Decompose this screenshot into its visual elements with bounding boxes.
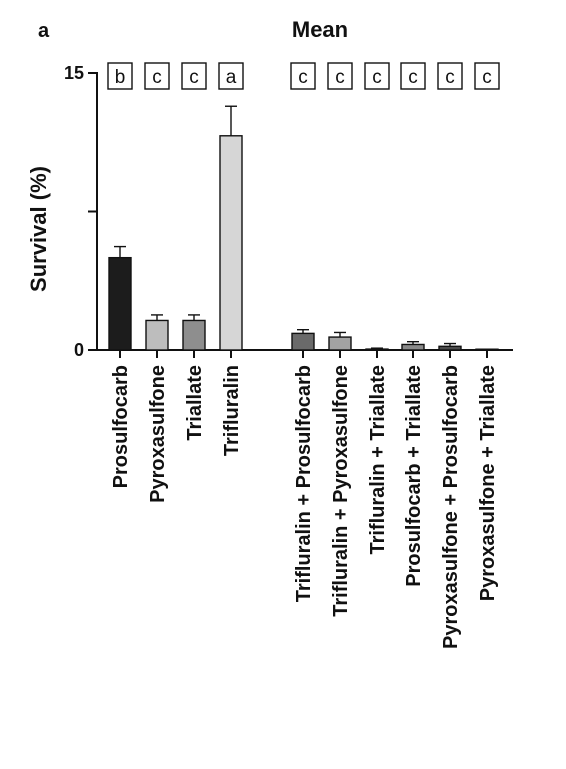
letter-box bbox=[107, 62, 133, 90]
letter-box bbox=[400, 62, 426, 90]
chart-title: Mean bbox=[292, 17, 348, 42]
category-label: Pyroxasulfone + Triallate bbox=[477, 365, 499, 601]
category-label: Prosulfocarb + Triallate bbox=[403, 365, 425, 587]
bar bbox=[365, 348, 389, 351]
category-label: Trifluralin + Pyroxasulfone bbox=[330, 365, 352, 617]
significance-letter: b bbox=[115, 67, 126, 88]
y-tick-label: 0 bbox=[74, 340, 84, 360]
category-label: Prosulfocarb bbox=[110, 365, 132, 488]
bar bbox=[438, 345, 462, 351]
letter-box bbox=[437, 62, 463, 90]
significance-letter: c bbox=[152, 67, 162, 88]
category-label: Trifluralin bbox=[221, 365, 243, 456]
significance-letter: c bbox=[482, 67, 492, 88]
letter-box bbox=[364, 62, 390, 90]
panel-label: a bbox=[38, 20, 50, 42]
category-label: Triallate bbox=[184, 365, 206, 441]
significance-letter: a bbox=[226, 67, 237, 88]
letter-box bbox=[144, 62, 170, 90]
y-axis-label: Survival (%) bbox=[26, 166, 51, 292]
significance-letter: c bbox=[335, 67, 345, 88]
bar bbox=[328, 336, 352, 351]
bar bbox=[145, 319, 169, 351]
significance-letter: c bbox=[189, 67, 199, 88]
bar bbox=[108, 256, 132, 351]
category-label: Trifluralin + Prosulfocarb bbox=[293, 365, 315, 602]
category-label: Trifluralin + Triallate bbox=[367, 365, 389, 555]
bar bbox=[219, 135, 243, 351]
bar bbox=[182, 319, 206, 351]
letter-box bbox=[181, 62, 207, 90]
bar bbox=[291, 332, 315, 351]
significance-letter: c bbox=[298, 67, 308, 88]
category-label: Pyroxasulfone bbox=[147, 365, 169, 503]
category-label: Pyroxasulfone + Prosulfocarb bbox=[440, 365, 462, 649]
letter-box bbox=[218, 62, 244, 90]
bar bbox=[401, 343, 425, 351]
letter-box bbox=[327, 62, 353, 90]
letter-box bbox=[290, 62, 316, 90]
significance-letter: c bbox=[445, 67, 455, 88]
significance-letter: c bbox=[408, 67, 418, 88]
letter-box bbox=[474, 62, 500, 90]
significance-letter: c bbox=[372, 67, 382, 88]
y-tick-label: 15 bbox=[64, 63, 84, 83]
